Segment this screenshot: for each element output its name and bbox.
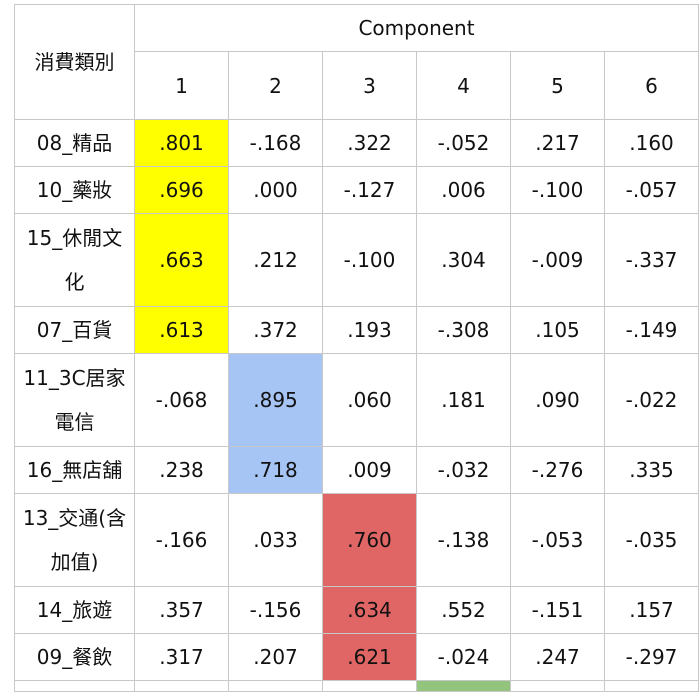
partial-cell bbox=[14, 680, 135, 692]
partial-cell bbox=[510, 680, 605, 692]
loading-cell: .317 bbox=[134, 633, 229, 681]
table-row: 09_餐飲 .317 .207 .621 -.024 .247 -.297 bbox=[14, 633, 699, 681]
loading-cell: -.032 bbox=[416, 446, 511, 494]
loading-cell: -.035 bbox=[603, 493, 699, 587]
row-label: 09_餐飲 bbox=[14, 633, 135, 681]
loading-cell: .621 bbox=[322, 633, 417, 681]
table-row: 15_休閒文化 .663 .212 -.100 .304 -.009 -.337 bbox=[14, 213, 699, 307]
loading-cell: .160 bbox=[603, 119, 699, 167]
loading-cell: .238 bbox=[134, 446, 229, 494]
loading-cell: .634 bbox=[322, 586, 417, 634]
header-row-component: 消費類別 Component bbox=[14, 4, 699, 120]
loading-cell: .357 bbox=[134, 586, 229, 634]
loading-cell: .157 bbox=[603, 586, 699, 634]
row-label: 13_交通(含加值) bbox=[14, 493, 135, 587]
loading-cell: -.024 bbox=[416, 633, 511, 681]
partial-cell bbox=[134, 680, 229, 692]
row-label: 10_藥妝 bbox=[14, 166, 135, 214]
partial-cell bbox=[228, 680, 323, 692]
loading-cell: -.068 bbox=[134, 353, 229, 447]
partial-cell bbox=[416, 680, 511, 692]
loading-cell: .895 bbox=[228, 353, 323, 447]
loading-cell: .552 bbox=[416, 586, 511, 634]
loading-cell: .009 bbox=[322, 446, 417, 494]
corner-label: 消費類別 bbox=[14, 4, 135, 120]
loading-cell: .718 bbox=[228, 446, 323, 494]
row-label: 11_3C居家電信 bbox=[14, 353, 135, 447]
row-label: 08_精品 bbox=[14, 119, 135, 167]
loading-cell: -.166 bbox=[134, 493, 229, 587]
partial-cell bbox=[603, 680, 699, 692]
component-number: 6 bbox=[603, 51, 699, 120]
loading-cell: -.127 bbox=[322, 166, 417, 214]
loading-cell: .304 bbox=[416, 213, 511, 307]
component-number: 4 bbox=[416, 51, 511, 120]
row-label: 07_百貨 bbox=[14, 306, 135, 354]
loading-cell: -.337 bbox=[603, 213, 699, 307]
loading-cell: .193 bbox=[322, 306, 417, 354]
loading-cell: .207 bbox=[228, 633, 323, 681]
component-loadings-table: 消費類別 Component 1 2 3 4 5 6 08_精品 .801 -.… bbox=[14, 4, 699, 692]
loading-cell: .000 bbox=[228, 166, 323, 214]
loading-cell: -.276 bbox=[510, 446, 605, 494]
table-row: 13_交通(含加值) -.166 .033 .760 -.138 -.053 -… bbox=[14, 493, 699, 587]
loading-cell: .247 bbox=[510, 633, 605, 681]
loading-cell: .613 bbox=[134, 306, 229, 354]
loading-cell: .212 bbox=[228, 213, 323, 307]
loading-cell: .801 bbox=[134, 119, 229, 167]
table-row: 07_百貨 .613 .372 .193 -.308 .105 -.149 bbox=[14, 306, 699, 354]
component-number: 1 bbox=[134, 51, 229, 120]
table-row: 14_旅遊 .357 -.156 .634 .552 -.151 .157 bbox=[14, 586, 699, 634]
component-header: Component bbox=[133, 4, 699, 52]
table-row: 11_3C居家電信 -.068 .895 .060 .181 .090 -.02… bbox=[14, 353, 699, 447]
loading-cell: .090 bbox=[510, 353, 605, 447]
loading-cell: -.052 bbox=[416, 119, 511, 167]
loading-cell: .760 bbox=[322, 493, 417, 587]
loading-cell: -.308 bbox=[416, 306, 511, 354]
loading-cell: .181 bbox=[416, 353, 511, 447]
table-row-partial bbox=[14, 680, 699, 692]
row-label: 15_休閒文化 bbox=[14, 213, 135, 307]
component-number: 5 bbox=[510, 51, 605, 120]
table-row: 10_藥妝 .696 .000 -.127 .006 -.100 -.057 bbox=[14, 166, 699, 214]
loading-cell: -.149 bbox=[603, 306, 699, 354]
loading-cell: -.151 bbox=[510, 586, 605, 634]
loading-cell: .006 bbox=[416, 166, 511, 214]
loading-cell: -.100 bbox=[510, 166, 605, 214]
table-row: 08_精品 .801 -.168 .322 -.052 .217 .160 bbox=[14, 119, 699, 167]
loading-cell: .217 bbox=[510, 119, 605, 167]
loading-cell: -.156 bbox=[228, 586, 323, 634]
loading-cell: -.022 bbox=[603, 353, 699, 447]
loading-cell: -.053 bbox=[510, 493, 605, 587]
loading-cell: .696 bbox=[134, 166, 229, 214]
row-label: 14_旅遊 bbox=[14, 586, 135, 634]
header-row-numbers: 1 2 3 4 5 6 bbox=[15, 51, 699, 120]
loading-cell: .105 bbox=[510, 306, 605, 354]
loading-cell: -.057 bbox=[603, 166, 699, 214]
table-row: 16_無店舖 .238 .718 .009 -.032 -.276 .335 bbox=[14, 446, 699, 494]
loading-cell: -.100 bbox=[322, 213, 417, 307]
loading-cell: .322 bbox=[322, 119, 417, 167]
loading-cell: -.297 bbox=[603, 633, 699, 681]
loading-cell: -.009 bbox=[510, 213, 605, 307]
partial-cell bbox=[322, 680, 417, 692]
loading-cell: -.168 bbox=[228, 119, 323, 167]
row-label: 16_無店舖 bbox=[14, 446, 135, 494]
loading-cell: .060 bbox=[322, 353, 417, 447]
component-number: 3 bbox=[322, 51, 417, 120]
loading-cell: .335 bbox=[603, 446, 699, 494]
loading-cell: .663 bbox=[134, 213, 229, 307]
loading-cell: -.138 bbox=[416, 493, 511, 587]
loading-cell: .033 bbox=[228, 493, 323, 587]
loading-cell: .372 bbox=[228, 306, 323, 354]
component-number: 2 bbox=[228, 51, 323, 120]
